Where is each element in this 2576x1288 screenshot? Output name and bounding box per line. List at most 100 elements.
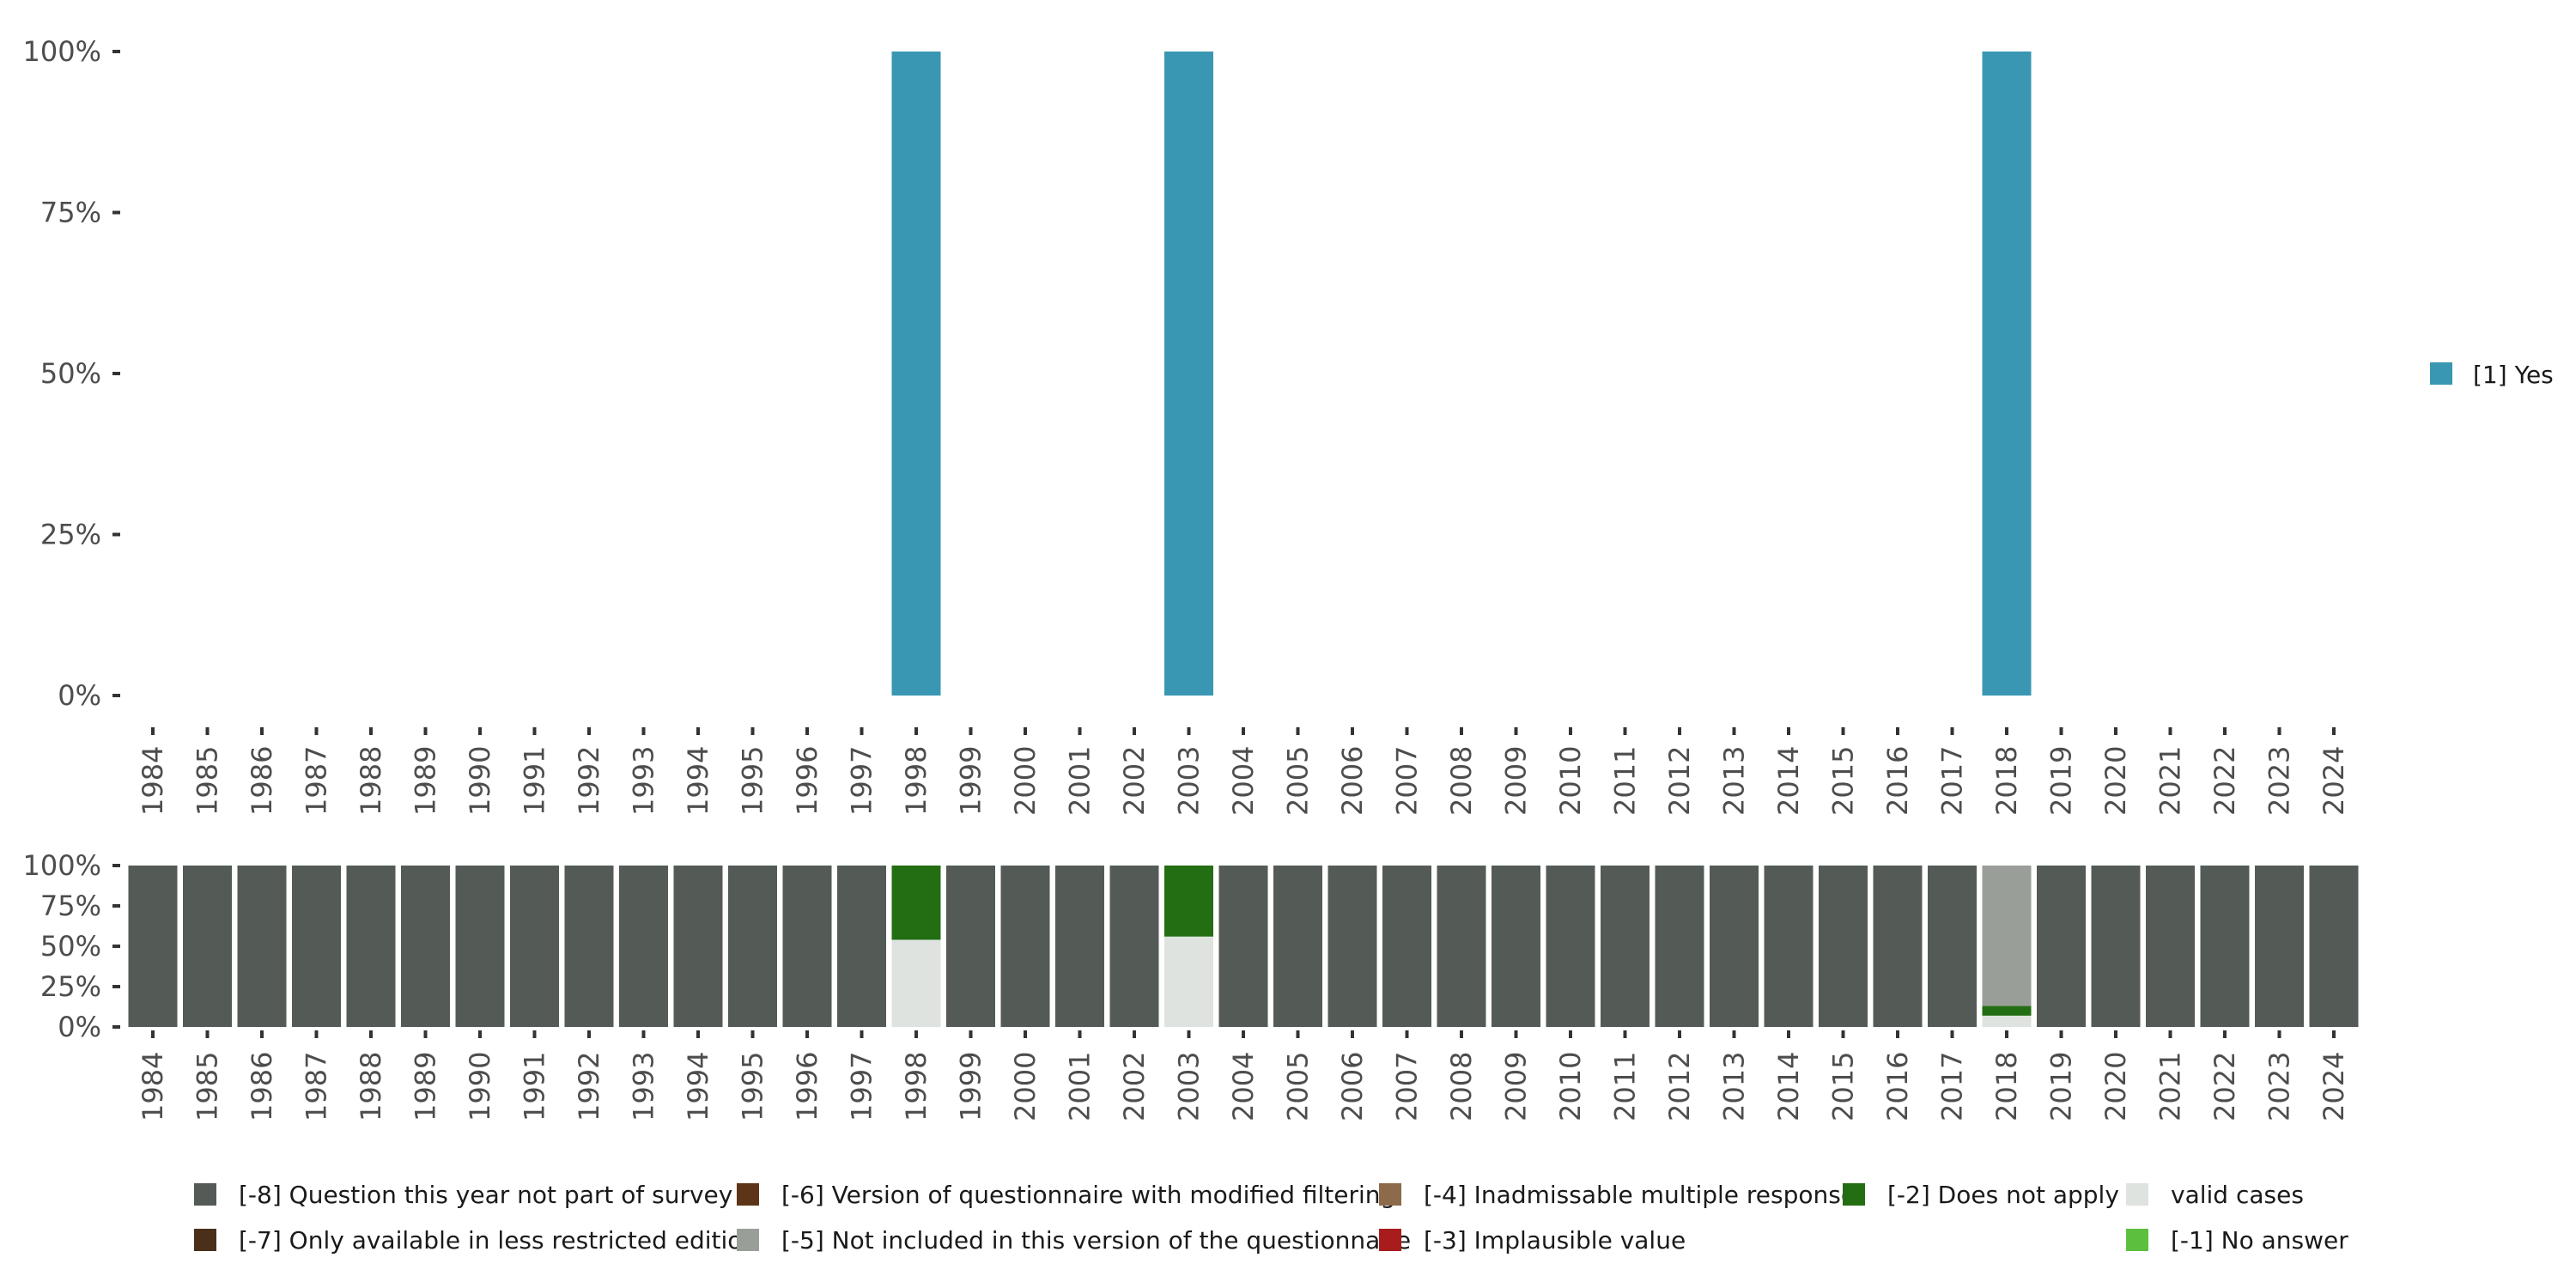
x-tick-label: 1995 (737, 1052, 769, 1121)
x-tick-label: 1992 (573, 746, 605, 816)
stack-8-question-this-year-not-part-of-survey-1988 (346, 866, 396, 1027)
stack-8-question-this-year-not-part-of-survey-2010 (1546, 866, 1595, 1027)
x-tick-label: 1989 (410, 1052, 442, 1121)
legend-label-1-yes: [1] Yes (2473, 361, 2554, 389)
stack-8-question-this-year-not-part-of-survey-1993 (619, 866, 668, 1027)
x-tick-label: 2004 (1227, 1052, 1260, 1121)
x-tick-label: 1984 (137, 1052, 169, 1121)
x-tick-label: 2008 (1445, 746, 1478, 816)
stack-8-question-this-year-not-part-of-survey-2021 (2146, 866, 2195, 1027)
x-tick-label: 1993 (628, 746, 660, 816)
y-tick-label: 25% (40, 519, 101, 551)
legend-swatch-4-inadmissable-multiple-response (1379, 1183, 1401, 1206)
x-tick-label: 1988 (355, 1052, 387, 1121)
legend-swatch-1-no-answer (2126, 1229, 2148, 1251)
x-tick-label: 2017 (1936, 1052, 1969, 1121)
legend-label-5-not-included-in-this-version-of-the-questionnaire: [-5] Not included in this version of the… (781, 1226, 1411, 1255)
stack-valid-cases-2003 (1164, 936, 1213, 1027)
x-tick-label: 2008 (1445, 1052, 1478, 1121)
x-tick-label: 2003 (1173, 1052, 1206, 1121)
y-tick-label: 100% (23, 849, 101, 882)
legend-swatch-5-not-included-in-this-version-of-the-questionnaire (737, 1229, 759, 1251)
x-tick-label: 2002 (1118, 1052, 1151, 1121)
x-tick-label: 2006 (1336, 746, 1369, 816)
legend-label-1-no-answer: [-1] No answer (2171, 1226, 2348, 1255)
stack-valid-cases-2018 (1982, 1015, 2032, 1027)
stack-8-question-this-year-not-part-of-survey-2017 (1928, 866, 1977, 1027)
x-tick-label: 2010 (1554, 746, 1587, 816)
x-tick-label: 1990 (464, 746, 496, 816)
x-tick-label: 2018 (1990, 746, 2023, 816)
x-tick-label: 2012 (1663, 746, 1696, 816)
stack-8-question-this-year-not-part-of-survey-2023 (2255, 866, 2304, 1027)
y-tick-label: 75% (40, 197, 101, 229)
stack-8-question-this-year-not-part-of-survey-2006 (1327, 866, 1377, 1027)
x-tick-label: 2006 (1336, 1052, 1369, 1121)
x-tick-label: 1993 (628, 1052, 660, 1121)
x-tick-label: 1996 (791, 1052, 823, 1121)
stacked-chart-panel: 0% 25% 50% 75% 100% 1984 1985 1986 1987 1988 1989 1… (23, 849, 2359, 1121)
x-tick-label: 2019 (2045, 1052, 2078, 1121)
x-tick-label: 2000 (1009, 746, 1042, 816)
x-tick-label: 2023 (2263, 746, 2296, 816)
x-tick-label: 2016 (1881, 746, 1914, 816)
stack-8-question-this-year-not-part-of-survey-1995 (728, 866, 777, 1027)
x-tick-label: 2021 (2154, 1052, 2187, 1121)
stack-8-question-this-year-not-part-of-survey-1985 (183, 866, 232, 1027)
x-tick-label: 2013 (1718, 1052, 1751, 1121)
stack-8-question-this-year-not-part-of-survey-2012 (1655, 866, 1704, 1027)
x-tick-label: 2014 (1772, 1052, 1805, 1121)
legend-label-2-does-not-apply: [-2] Does not apply (1887, 1181, 2119, 1209)
stack-8-question-this-year-not-part-of-survey-1994 (673, 866, 723, 1027)
stack-8-question-this-year-not-part-of-survey-1984 (128, 866, 178, 1027)
bar-1-yes-2003 (1164, 52, 1213, 696)
stack-8-question-this-year-not-part-of-survey-2008 (1437, 866, 1486, 1027)
x-tick-label: 1985 (191, 1052, 224, 1121)
x-tick-label: 1986 (246, 1052, 278, 1121)
stack-8-question-this-year-not-part-of-survey-2020 (2091, 866, 2141, 1027)
stack-8-question-this-year-not-part-of-survey-2004 (1218, 866, 1268, 1027)
legend-label-valid-cases: valid cases (2171, 1181, 2304, 1209)
x-tick-label: 2017 (1936, 746, 1969, 816)
stack-8-question-this-year-not-part-of-survey-1997 (837, 866, 886, 1027)
x-tick-label: 2000 (1009, 1052, 1042, 1121)
x-tick-label: 2004 (1227, 746, 1260, 816)
legend-label-3-implausible-value: [-3] Implausible value (1424, 1226, 1686, 1255)
y-tick-label: 75% (40, 890, 101, 922)
x-tick-label: 2010 (1554, 1052, 1587, 1121)
stack-8-question-this-year-not-part-of-survey-2015 (1819, 866, 1868, 1027)
legend-label-4-inadmissable-multiple-response: [-4] Inadmissable multiple response (1424, 1181, 1856, 1209)
legend-swatch-1-yes (2430, 362, 2452, 385)
stack-8-question-this-year-not-part-of-survey-1992 (564, 866, 614, 1027)
x-tick-label: 2007 (1391, 1052, 1424, 1121)
x-tick-label: 2005 (1282, 1052, 1315, 1121)
x-tick-label: 2022 (2208, 1052, 2241, 1121)
x-tick-label: 1991 (519, 1052, 551, 1121)
x-tick-label: 1998 (900, 1052, 933, 1121)
legend-label-8-question-this-year-not-part-of-survey: [-8] Question this year not part of surv… (239, 1181, 732, 1209)
x-tick-label: 1998 (900, 746, 933, 816)
x-tick-label: 1989 (410, 746, 442, 816)
stack-8-question-this-year-not-part-of-survey-1989 (401, 866, 450, 1027)
legend-swatch-2-does-not-apply (1843, 1183, 1865, 1206)
stacked-chart-legend: [-8] Question this year not part of surv… (194, 1181, 2348, 1255)
x-tick-label: 2011 (1609, 746, 1642, 816)
stack-8-question-this-year-not-part-of-survey-1996 (782, 866, 832, 1027)
x-tick-label: 2024 (2318, 1052, 2350, 1121)
y-tick-label: 0% (58, 1011, 101, 1043)
y-tick-label: 25% (40, 970, 101, 1003)
x-tick-label: 2011 (1609, 1052, 1642, 1121)
x-tick-label: 1991 (519, 746, 551, 816)
legend-label-7-only-available-in-less-restricted-edition: [-7] Only available in less restricted e… (239, 1226, 757, 1255)
x-tick-label: 2020 (2099, 746, 2132, 816)
x-tick-label: 1985 (191, 746, 224, 816)
stack-8-question-this-year-not-part-of-survey-2001 (1055, 866, 1104, 1027)
stack-8-question-this-year-not-part-of-survey-2002 (1109, 866, 1159, 1027)
stack-8-question-this-year-not-part-of-survey-2024 (2309, 866, 2359, 1027)
main-chart-legend: [1] Yes (2430, 361, 2554, 389)
x-tick-label: 2009 (1500, 746, 1533, 816)
stack-8-question-this-year-not-part-of-survey-2019 (2037, 866, 2086, 1027)
x-tick-label: 2019 (2045, 746, 2078, 816)
stack-8-question-this-year-not-part-of-survey-2014 (1764, 866, 1814, 1027)
x-tick-label: 1987 (301, 1052, 333, 1121)
